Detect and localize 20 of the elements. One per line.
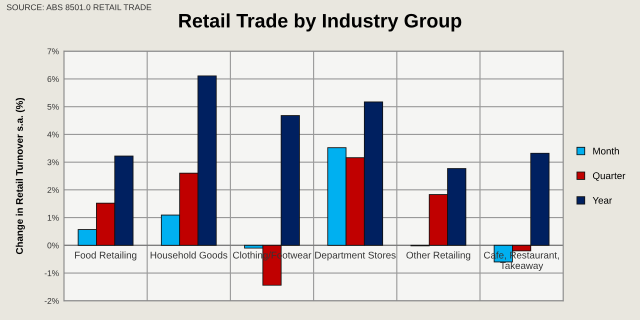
y-tick-label: 5% [47, 104, 59, 110]
legend-label: Month [593, 147, 619, 155]
source-note: SOURCE: ABS 8501.0 RETAIL TRADE [6, 4, 152, 10]
y-tick-label: -1% [44, 270, 59, 276]
y-tick-label: 0% [47, 242, 59, 248]
x-tick-label: Food Retailing [75, 251, 136, 260]
x-tick-label: Household Goods [150, 251, 228, 259]
y-tick-label: 6% [48, 76, 59, 82]
x-tick-label: Other Retailing [406, 251, 470, 260]
y-tick-label: 1% [48, 214, 59, 221]
y-axis-title: Change in Retail Turnover s.a. (%) [16, 98, 25, 254]
x-tick-label: Department Stores [315, 252, 396, 260]
y-tick-label: 3% [47, 159, 59, 166]
legend-label: Year [592, 197, 612, 204]
y-tick-label: -2% [44, 298, 59, 304]
y-tick-label: 2% [48, 187, 59, 193]
y-tick-label: 7% [48, 48, 59, 54]
legend-label: Quarter [592, 172, 626, 181]
y-tick-label: 4% [47, 132, 59, 138]
chart-title: Retail Trade by Industry Group [179, 13, 462, 32]
